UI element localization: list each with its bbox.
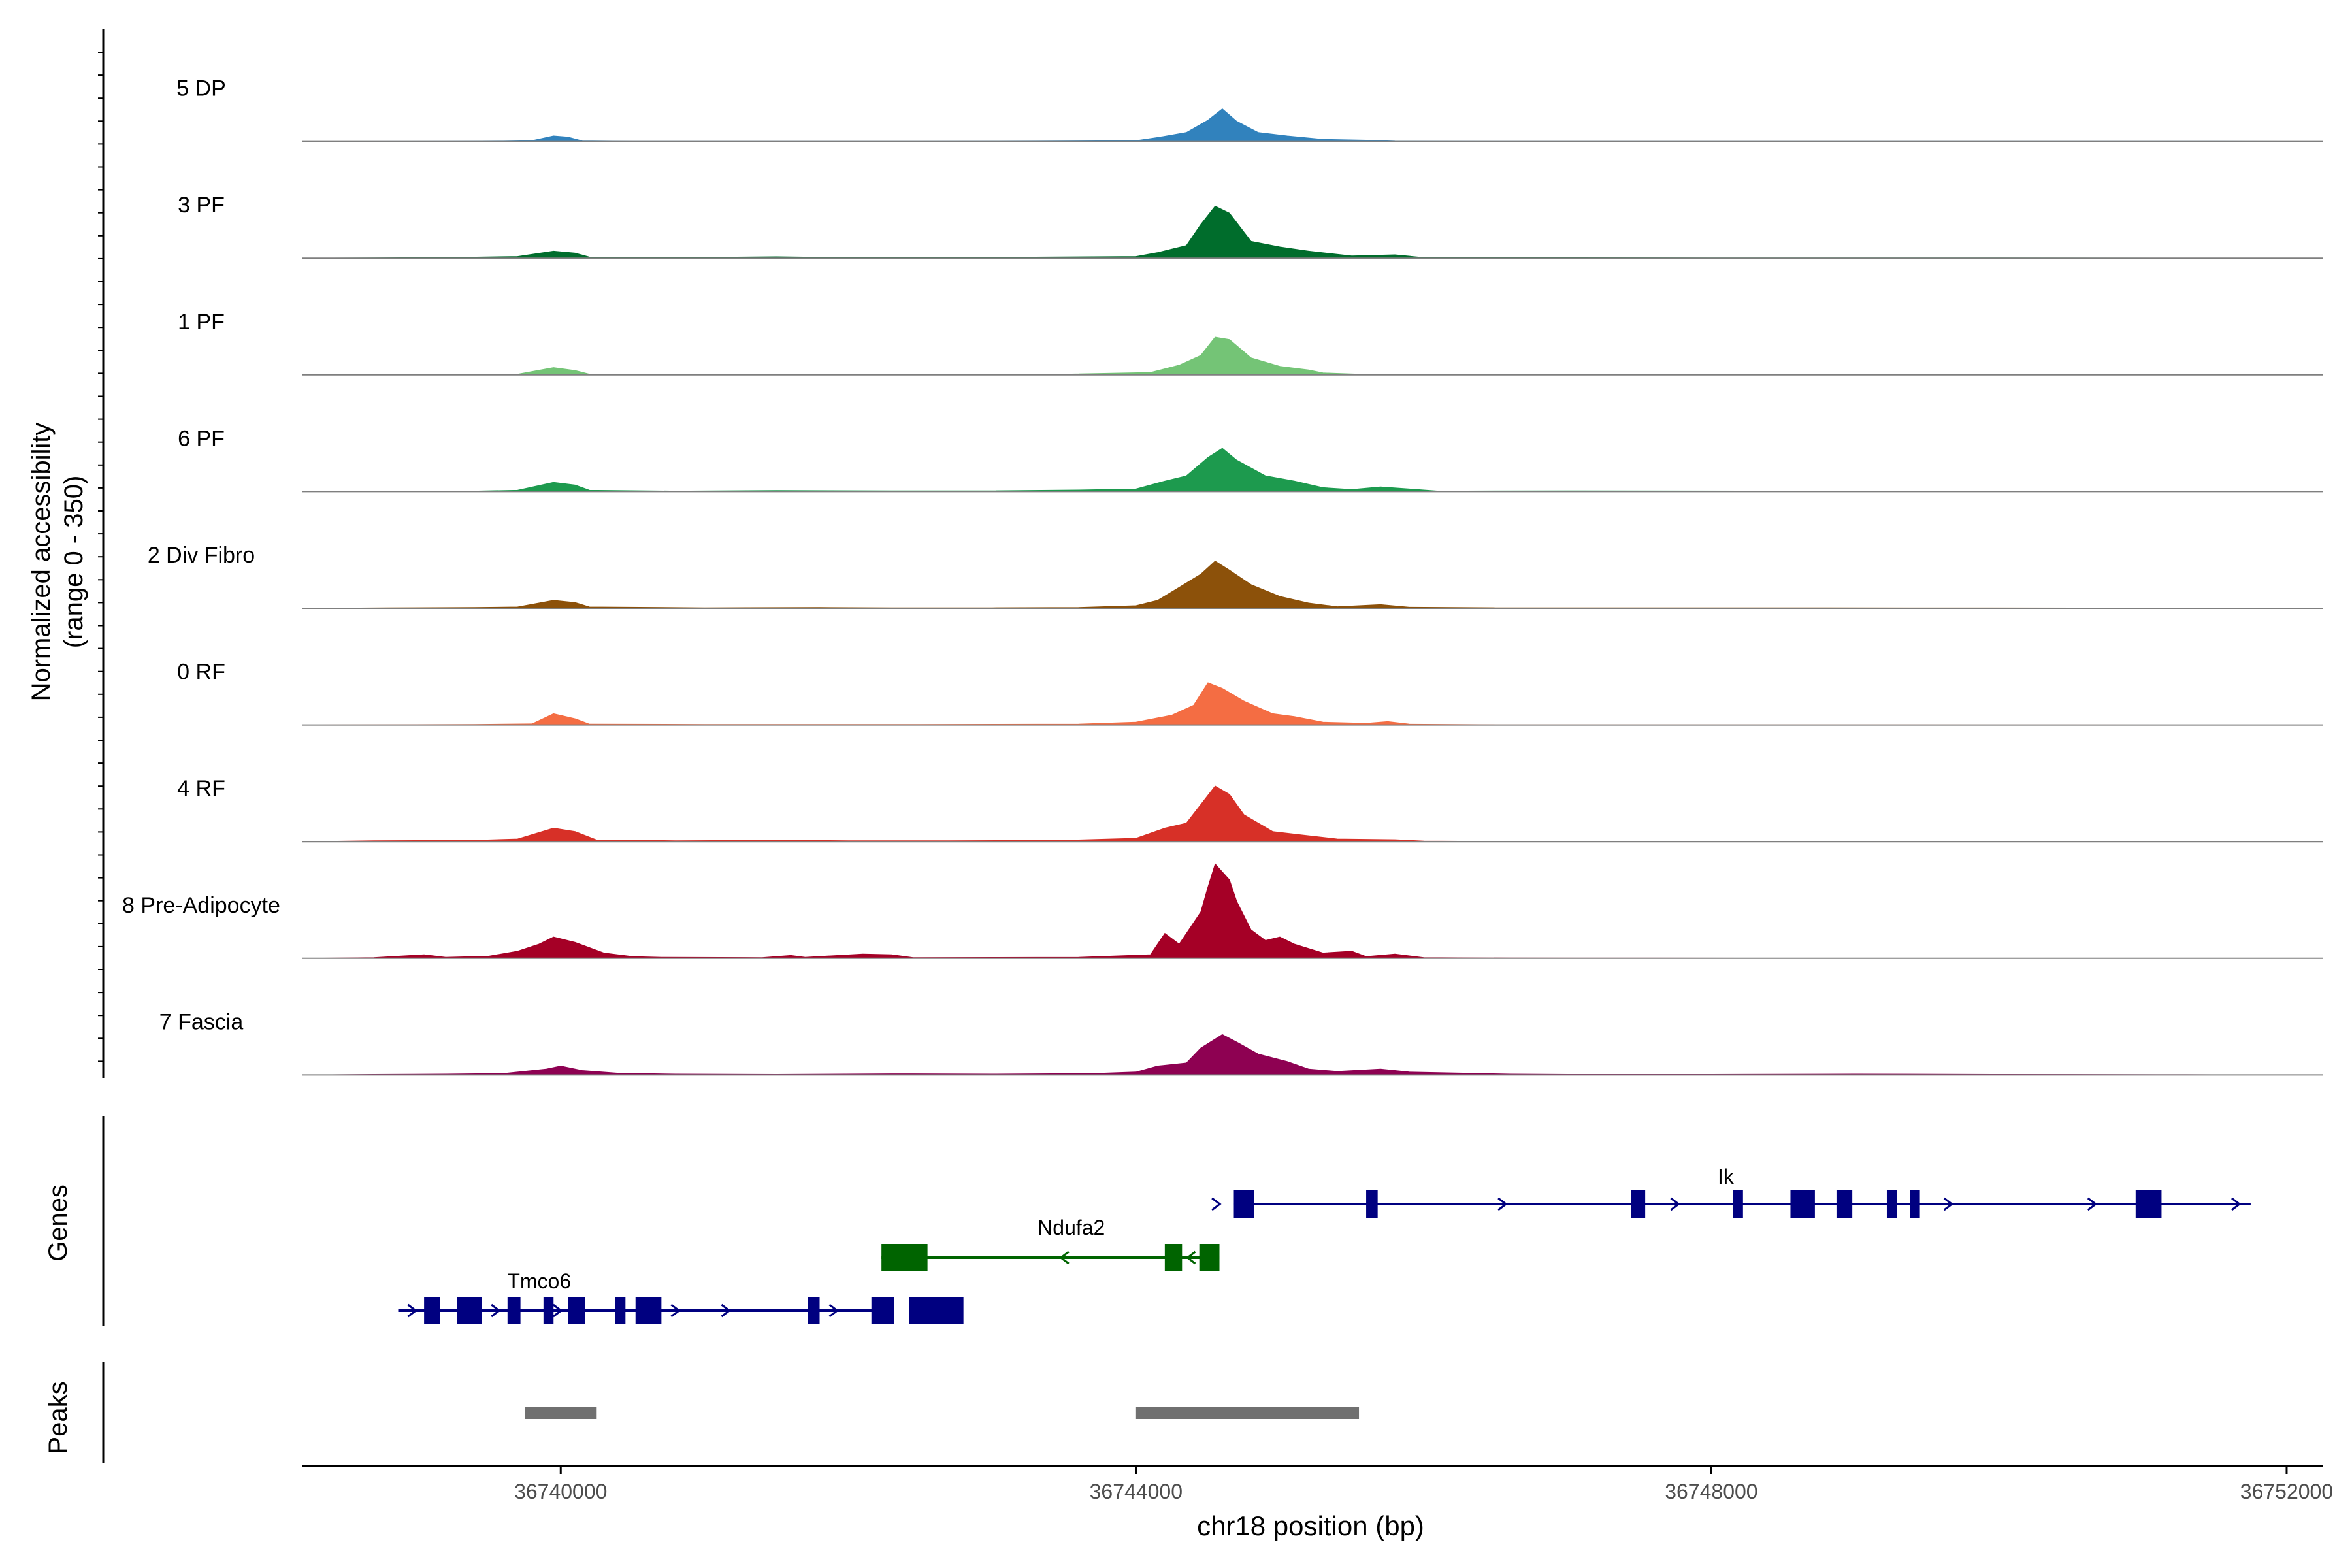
peaks-y-label: Peaks [44, 1381, 73, 1454]
gene-exon [507, 1297, 521, 1324]
x-tick-label: 36752000 [2240, 1480, 2333, 1503]
peak-region [1135, 1407, 1360, 1419]
track-label: 4 RF [177, 776, 225, 801]
peaks-panel [102, 1362, 1360, 1463]
strand-arrow [1670, 1197, 1680, 1211]
track-label: 2 Div Fibro [148, 543, 255, 568]
strand-arrow [670, 1303, 681, 1318]
gene-exon [424, 1297, 440, 1324]
gene-label-ndufa2: Ndufa2 [1037, 1216, 1105, 1239]
coverage-track-8 [301, 1034, 2323, 1075]
coverage-track-6 [301, 785, 2323, 842]
gene-exon [1886, 1190, 1897, 1218]
strand-arrow [2231, 1197, 2242, 1211]
strand-arrow [552, 1303, 563, 1318]
gene-label-ik: Ik [1718, 1165, 1735, 1188]
coverage-panel: 5 DP 3 PF 1 PF 6 PF 2 Div Fibro 0 RF 4 RF 8 Pre… [98, 29, 2323, 1078]
gene-exon [909, 1297, 964, 1324]
coverage-track-7 [301, 863, 2323, 959]
strand-arrow [828, 1303, 840, 1318]
coverage-y-label-line2: (range 0 - 350) [59, 476, 88, 649]
gene-label-tmco6: Tmco6 [507, 1269, 571, 1293]
track-label: 7 Fascia [159, 1009, 244, 1034]
track-label: 8 Pre-Adipocyte [122, 893, 280, 918]
x-tick-label: 36744000 [1090, 1480, 1183, 1503]
gene-exon [1233, 1190, 1254, 1218]
track-label: 5 DP [176, 76, 226, 101]
coverage-track-5 [301, 682, 2323, 726]
gene-exon [1790, 1190, 1815, 1218]
strand-arrow [1943, 1197, 1954, 1211]
coverage-track-4 [301, 561, 2323, 609]
coverage-track-3 [301, 448, 2323, 492]
strand-arrow [1185, 1250, 1196, 1265]
strand-arrow [721, 1303, 731, 1318]
peak-region [525, 1407, 597, 1419]
strand-arrow [2087, 1197, 2098, 1211]
coverage-track-2 [301, 336, 2323, 376]
gene-exon [457, 1297, 482, 1324]
strand-arrow [1059, 1250, 1070, 1265]
coverage-track-1 [301, 205, 2323, 259]
strand-arrow [1497, 1197, 1508, 1211]
gene-exon [1836, 1190, 1853, 1218]
track-label: 1 PF [178, 310, 225, 335]
genes-y-label: Genes [44, 1184, 73, 1262]
gene-exon [881, 1244, 928, 1271]
coverage-y-label-line1: Normalized accessibility [27, 423, 56, 702]
track-label: 3 PF [178, 193, 225, 218]
gene-exon [1199, 1244, 1220, 1271]
gene-exon [808, 1297, 820, 1324]
x-tick-label: 36748000 [1665, 1480, 1757, 1503]
x-tick-label: 36740000 [514, 1480, 607, 1503]
strand-arrow [491, 1303, 501, 1318]
gene-exon [1910, 1190, 1920, 1218]
gene-exon [1366, 1190, 1378, 1218]
gene-exon [871, 1297, 894, 1324]
x-axis-label: chr18 position (bp) [1197, 1511, 1424, 1541]
gene-exon [2135, 1190, 2162, 1218]
gene-exon [635, 1297, 662, 1324]
gene-exon [568, 1297, 585, 1324]
track-label: 0 RF [177, 660, 225, 685]
gene-exon [1631, 1190, 1646, 1218]
strand-arrow [1211, 1197, 1222, 1211]
coverage-track-0 [301, 108, 2323, 142]
genes-panel: Ik Ndufa2 Tmco6 [102, 1116, 2251, 1326]
track-label: 6 PF [178, 426, 225, 451]
strand-arrow [407, 1303, 418, 1318]
gene-exon [1164, 1244, 1183, 1271]
gene-exon [1733, 1190, 1743, 1218]
gene-exon [543, 1297, 554, 1324]
gene-exon [615, 1297, 626, 1324]
x-axis: 36740000 36744000 36748000 36752000 [302, 1465, 2333, 1503]
